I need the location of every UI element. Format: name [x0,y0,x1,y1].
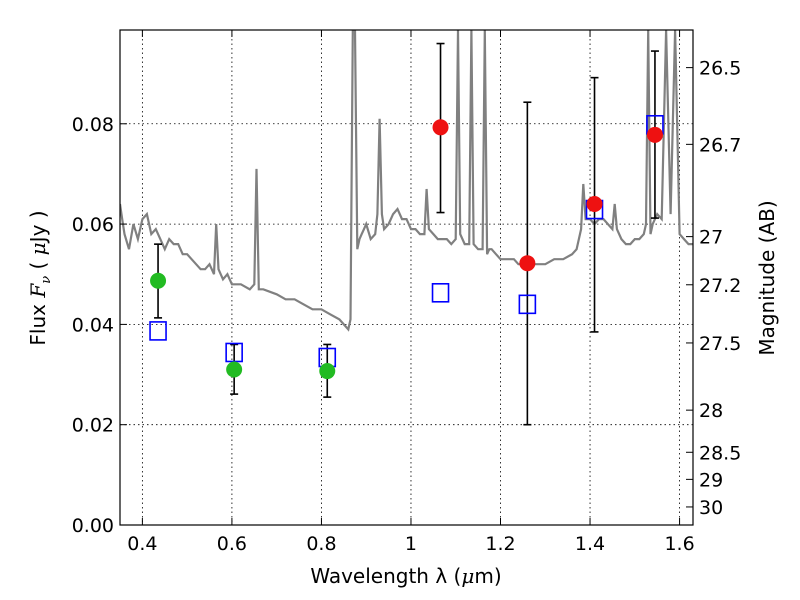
y-axis-ticks: 0.00 0.02 0.04 0.06 0.08 [72,114,127,537]
model-square [431,282,450,303]
magnitude-tick-label: 30 [699,497,723,519]
data-point [646,126,663,143]
magnitude-tick-label: 27 [699,227,723,249]
magnitude-tick-label: 27.5 [699,333,741,355]
magnitude-tick-label: 28 [699,400,723,422]
data-point [226,361,243,378]
magnitude-tick-label: 29 [699,469,723,491]
y-tick-label: 0.04 [72,314,114,336]
magnitude-tick-label: 27.2 [699,275,741,297]
x-tick-label: 0.8 [306,533,336,555]
x-tick-label: 0.4 [127,533,157,555]
plot-area [120,30,693,426]
data-points [150,119,663,380]
x-tick-label: 1.4 [575,533,605,555]
magnitude-tick-label: 26.5 [699,58,741,80]
x-tick-label: 1.6 [664,533,694,555]
data-point [432,119,449,136]
magnitude-axis-ticks: 26.5 26.7 27 27.2 27.5 28 28.5 29 30 [686,58,741,519]
model-square [225,342,243,363]
x-axis-ticks: 0.4 0.6 0.8 1 1.2 1.4 1.6 [127,30,695,555]
magnitude-axis-label: Magnitude (AB) [755,200,779,355]
spectrum-line [120,30,693,332]
magnitude-tick-label: 28.5 [699,442,741,464]
data-point [319,363,336,380]
y-tick-label: 0.08 [72,114,114,136]
magnitude-tick-label: 26.7 [699,134,741,156]
y-tick-label: 0.02 [72,415,114,437]
plot-frame [119,29,694,526]
x-axis-label: Wavelength λ (μm) [310,564,501,588]
model-squares [149,114,664,368]
model-square [149,321,167,341]
y-tick-label: 0.00 [72,515,114,537]
grid-layer [120,30,693,525]
x-tick-label: 1 [405,533,417,555]
x-tick-label: 1.2 [485,533,515,555]
data-point [519,255,536,272]
y-axis-label: Flux Fν ( μJy ) [26,210,54,345]
x-tick-label: 0.6 [217,533,247,555]
y-tick-label: 0.06 [72,214,114,236]
model-square [518,294,537,315]
data-point [586,196,603,213]
data-point [150,272,167,289]
